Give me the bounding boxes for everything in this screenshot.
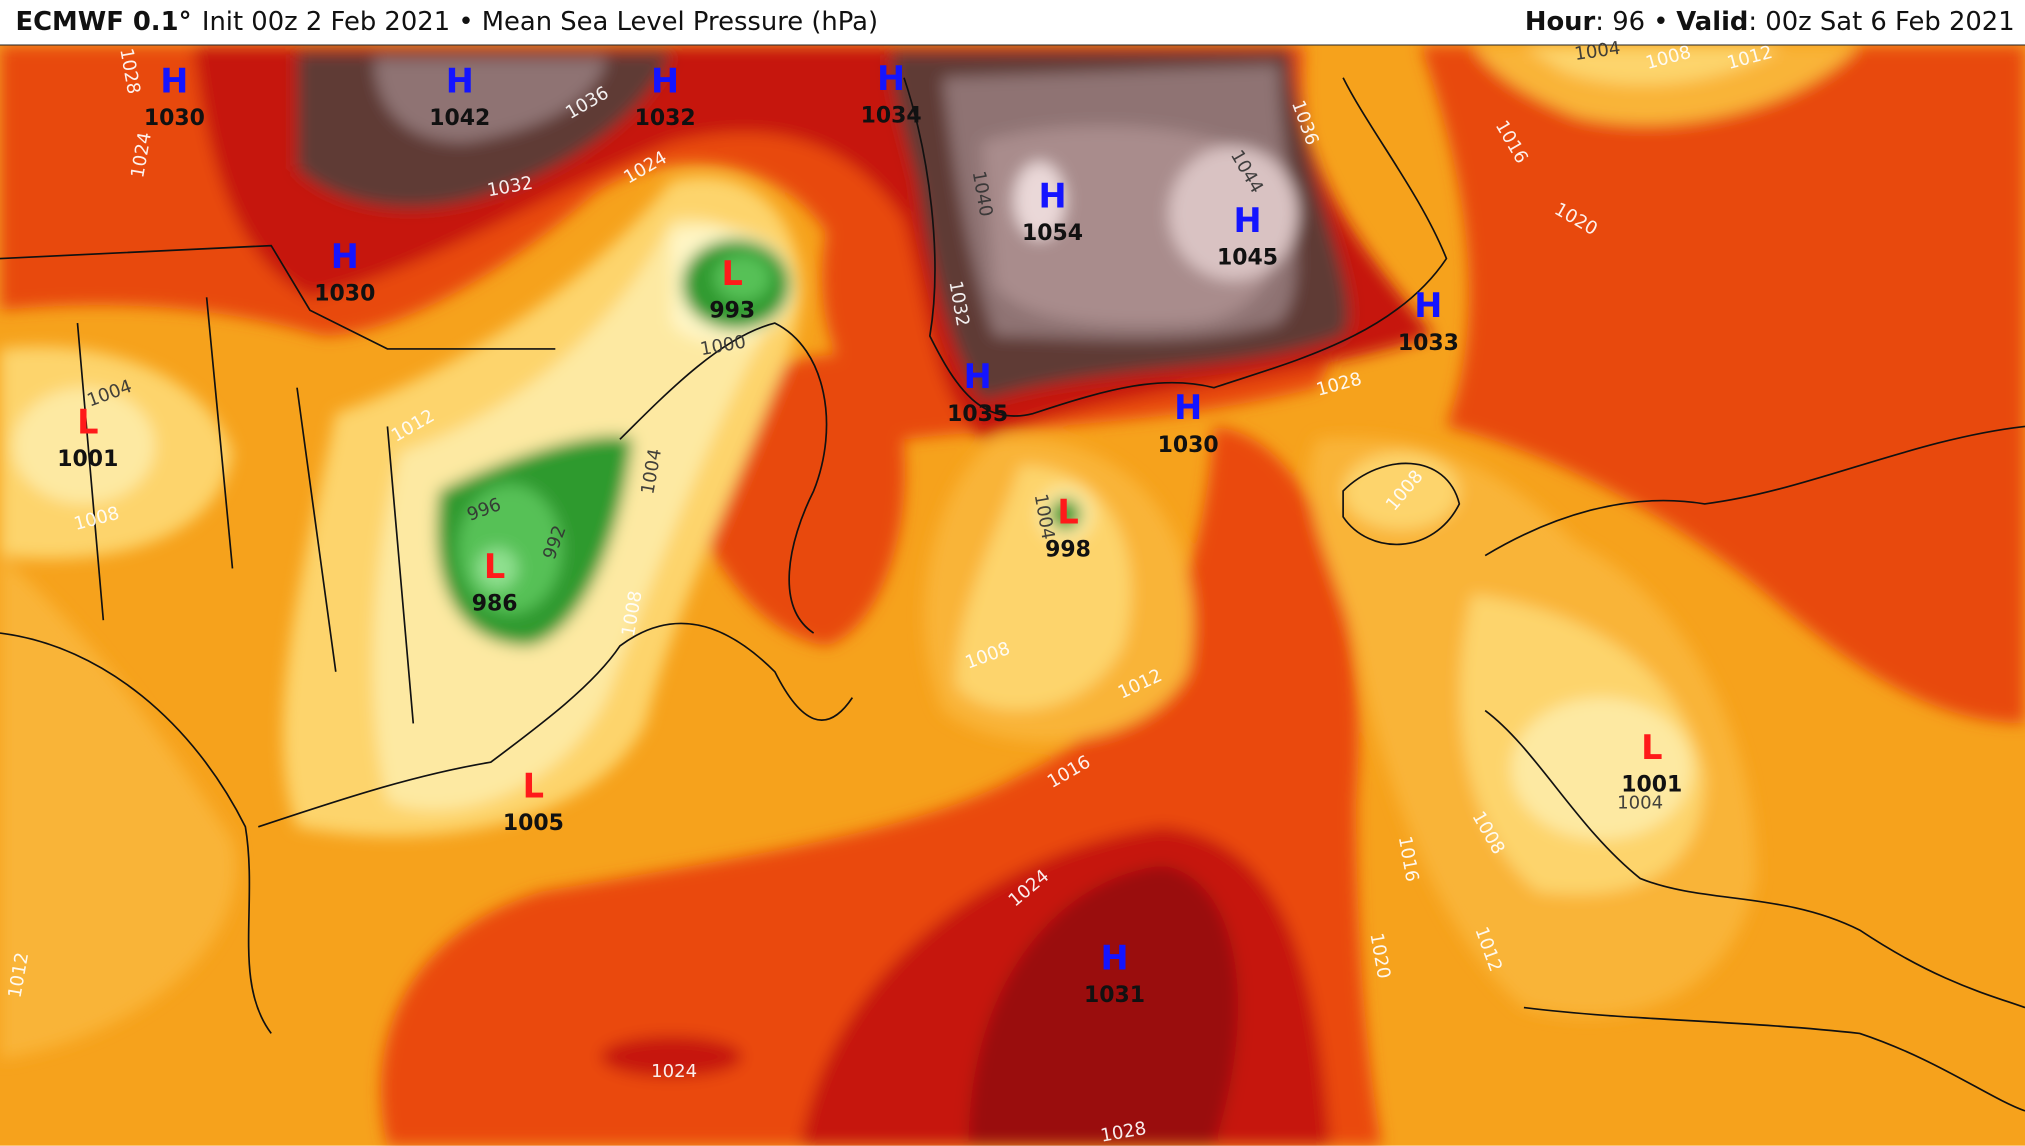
valid-label: Valid <box>1676 7 1748 37</box>
field-1004-europe <box>1511 697 1692 840</box>
center-letter: L <box>722 254 743 293</box>
coast-europe <box>1484 425 2025 557</box>
contour-label: 1024 <box>651 1061 697 1082</box>
coast-us-gulf <box>0 632 272 1034</box>
center-value: 1034 <box>861 103 922 128</box>
field-1040-west <box>374 58 607 143</box>
pressure-field <box>0 45 2025 1146</box>
center-value: 1005 <box>503 811 564 836</box>
coast-canada <box>619 322 828 634</box>
center-value: 1035 <box>947 402 1008 427</box>
contour-label: 1004 <box>1617 793 1663 814</box>
coast-uk <box>1342 462 1461 546</box>
center-value: 1001 <box>57 447 118 472</box>
valid-value: : 00z Sat 6 Feb 2021 <box>1748 7 2014 37</box>
field-992-labrador <box>714 254 771 302</box>
field-1028-small <box>600 1035 743 1078</box>
center-letter: H <box>1100 938 1128 977</box>
header-left: ECMWF 0.1° Init 00z 2 Feb 2021 • Mean Sea… <box>15 7 878 37</box>
center-value: 1045 <box>1217 246 1278 271</box>
center-letter: L <box>523 767 544 806</box>
center-letter: L <box>1641 728 1662 767</box>
center-letter: H <box>1174 388 1202 427</box>
run-info: Init 00z 2 Feb 2021 • Mean Sea Level Pre… <box>202 7 878 37</box>
header-bar <box>0 0 2025 46</box>
field-1008-north <box>1523 45 1783 85</box>
center-value: 1033 <box>1398 331 1459 356</box>
center-value: 1054 <box>1022 221 1083 246</box>
center-letter: H <box>1038 176 1066 215</box>
center-letter: H <box>160 61 188 100</box>
center-letter: L <box>77 402 98 441</box>
coast-africa <box>1523 1006 2025 1112</box>
center-letter: L <box>1057 493 1078 532</box>
center-value: 1032 <box>635 106 696 131</box>
center-letter: H <box>651 61 679 100</box>
center-letter: H <box>1233 201 1261 240</box>
coast-us-east <box>258 622 854 828</box>
center-value: 1030 <box>144 106 205 131</box>
center-letter: H <box>331 237 359 276</box>
field-1004-west <box>12 387 155 504</box>
center-value: 1031 <box>1084 983 1145 1008</box>
model-name: ECMWF 0.1° <box>15 7 191 37</box>
coast-greenland <box>903 77 1448 417</box>
coastlines <box>0 77 2025 1112</box>
center-letter: H <box>1414 286 1442 325</box>
header-right: Hour: 96 • Valid: 00z Sat 6 Feb 2021 <box>1525 7 2015 37</box>
center-letter: H <box>964 357 992 396</box>
center-value: 1042 <box>429 106 490 131</box>
field-996-low <box>1049 498 1081 530</box>
center-value: 986 <box>472 592 518 617</box>
center-letter: H <box>446 61 474 100</box>
field-1012 <box>0 555 237 1060</box>
hour-value: : 96 • <box>1595 7 1668 37</box>
coast-med <box>1484 709 2025 1009</box>
field-1030 <box>968 865 1238 1146</box>
center-value: 998 <box>1045 537 1091 562</box>
center-letter: L <box>484 547 505 586</box>
field-1020-east <box>1420 45 2025 724</box>
field-1048 <box>1013 161 1066 240</box>
hour-label: Hour <box>1525 7 1596 37</box>
field-988-us <box>476 547 518 590</box>
center-value: 1030 <box>1158 433 1219 458</box>
borders-na <box>0 244 556 724</box>
center-value: 1001 <box>1621 772 1682 797</box>
center-value: 1030 <box>314 282 375 307</box>
center-letter: H <box>877 59 905 98</box>
center-value: 993 <box>709 298 755 323</box>
field-1044 <box>1168 146 1298 281</box>
